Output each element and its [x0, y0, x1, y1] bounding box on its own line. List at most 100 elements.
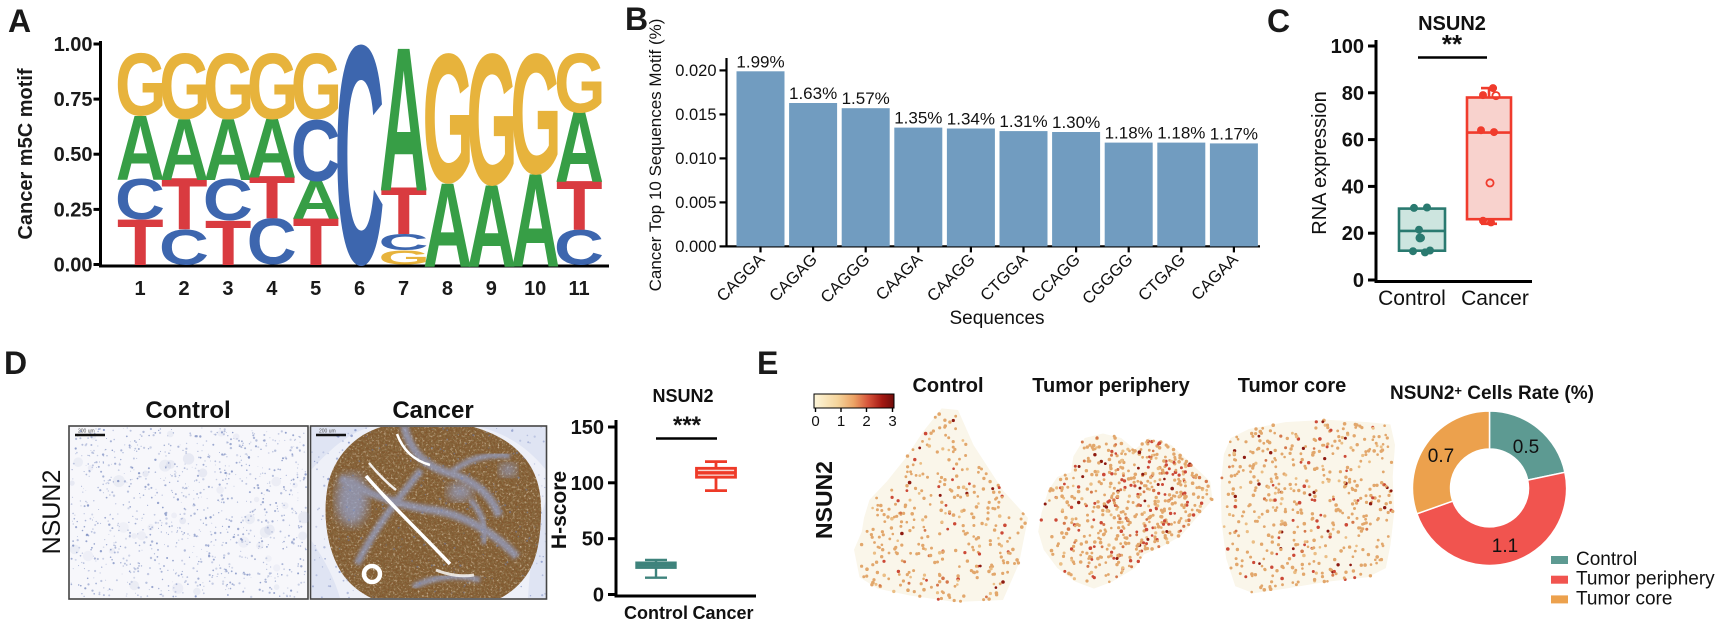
svg-text:T: T — [380, 174, 427, 249]
svg-text:0.010: 0.010 — [675, 150, 716, 168]
svg-text:T: T — [161, 163, 208, 246]
svg-text:RNA expression: RNA expression — [1309, 91, 1331, 234]
svg-text:G: G — [159, 35, 210, 139]
svg-text:C: C — [247, 206, 297, 279]
svg-text:3: 3 — [222, 278, 233, 300]
svg-text:3: 3 — [888, 413, 896, 430]
svg-text:Cancer m5C motif: Cancer m5C motif — [15, 68, 37, 239]
svg-text:G: G — [422, 17, 473, 222]
svg-text:A: A — [291, 170, 340, 232]
svg-text:0.75: 0.75 — [54, 89, 93, 111]
svg-text:0.000: 0.000 — [675, 238, 716, 256]
svg-text:1: 1 — [135, 278, 146, 300]
svg-text:7: 7 — [398, 278, 409, 300]
svg-text:Sequences: Sequences — [949, 308, 1044, 329]
svg-text:100: 100 — [1331, 36, 1364, 58]
svg-text:1.34%: 1.34% — [947, 110, 995, 129]
svg-text:0: 0 — [1353, 270, 1364, 292]
svg-text:**: ** — [1442, 29, 1463, 59]
svg-text:0: 0 — [811, 413, 819, 430]
svg-text:A: A — [116, 97, 165, 201]
svg-text:A: A — [379, 5, 428, 235]
svg-text:CTGGA: CTGGA — [977, 251, 1031, 305]
svg-text:NSUN2+ Cells Rate (%): NSUN2+ Cells Rate (%) — [1390, 383, 1594, 404]
svg-text:A: A — [555, 92, 604, 205]
svg-text:0.005: 0.005 — [675, 194, 716, 212]
svg-text:80: 80 — [1342, 83, 1364, 105]
svg-text:0.25: 0.25 — [54, 199, 93, 221]
svg-text:5: 5 — [310, 278, 321, 300]
svg-text:Cancer: Cancer — [1461, 287, 1529, 310]
svg-text:150: 150 — [571, 417, 604, 439]
svg-text:0.015: 0.015 — [675, 106, 716, 124]
svg-text:0.7: 0.7 — [1428, 446, 1454, 467]
svg-text:CAAGA: CAAGA — [873, 251, 927, 305]
svg-text:1.18%: 1.18% — [1157, 124, 1205, 143]
svg-text:C: C — [554, 219, 604, 275]
svg-text:C: C — [159, 219, 209, 275]
svg-text:G: G — [115, 35, 166, 135]
svg-text:1.30%: 1.30% — [1052, 113, 1100, 132]
svg-text:T: T — [205, 206, 252, 278]
svg-text:CTGAG: CTGAG — [1135, 251, 1189, 305]
svg-text:C: C — [115, 166, 165, 231]
svg-text:1.35%: 1.35% — [894, 109, 942, 128]
svg-text:11: 11 — [569, 278, 590, 300]
svg-text:NSUN2: NSUN2 — [652, 386, 713, 406]
svg-text:A: A — [8, 3, 31, 39]
svg-text:60: 60 — [1342, 130, 1364, 152]
svg-text:8: 8 — [442, 278, 453, 300]
svg-text:CAGGG: CAGGG — [817, 251, 873, 307]
svg-text:1.31%: 1.31% — [999, 112, 1047, 131]
svg-text:2: 2 — [178, 278, 189, 300]
svg-text:A: A — [160, 100, 209, 199]
svg-text:1.18%: 1.18% — [1105, 124, 1153, 143]
svg-text:CAGAG: CAGAG — [766, 251, 821, 306]
svg-text:B: B — [625, 1, 648, 37]
svg-text:0.00: 0.00 — [54, 255, 93, 277]
svg-text:C: C — [378, 229, 428, 255]
svg-text:1.57%: 1.57% — [842, 89, 890, 108]
svg-text:Tumor periphery: Tumor periphery — [1576, 569, 1715, 590]
svg-text:200 um: 200 um — [78, 429, 95, 435]
svg-text:200 um: 200 um — [319, 429, 336, 435]
svg-text:C: C — [291, 101, 341, 199]
svg-text:C: C — [203, 167, 253, 233]
svg-text:NSUN2: NSUN2 — [38, 470, 66, 555]
svg-text:A: A — [511, 145, 560, 295]
svg-text:1.99%: 1.99% — [736, 52, 784, 71]
svg-text:1.63%: 1.63% — [789, 84, 837, 103]
svg-text:40: 40 — [1342, 176, 1364, 198]
svg-text:T: T — [117, 206, 164, 280]
svg-text:A: A — [247, 101, 296, 196]
svg-text:Tumor core: Tumor core — [1238, 375, 1347, 397]
svg-text:0: 0 — [593, 585, 604, 607]
svg-text:2: 2 — [862, 413, 870, 430]
svg-text:C: C — [335, 0, 385, 329]
svg-text:Tumor periphery: Tumor periphery — [1032, 375, 1190, 397]
svg-text:CAGAA: CAGAA — [1188, 251, 1242, 305]
svg-text:G: G — [554, 36, 605, 131]
svg-text:0.020: 0.020 — [675, 62, 716, 80]
svg-text:9: 9 — [486, 278, 497, 300]
svg-text:NSUN2: NSUN2 — [1418, 13, 1486, 35]
svg-text:T: T — [249, 163, 296, 232]
svg-text:0.5: 0.5 — [1513, 437, 1539, 458]
svg-text:G: G — [466, 15, 517, 224]
svg-text:A: A — [467, 161, 516, 292]
svg-text:NSUN2: NSUN2 — [811, 461, 837, 539]
svg-text:T: T — [293, 205, 340, 280]
svg-text:Control: Control — [1378, 287, 1446, 310]
svg-text:Control: Control — [145, 397, 230, 424]
svg-text:4: 4 — [266, 278, 278, 300]
svg-text:G: G — [379, 247, 430, 269]
svg-text:Cancer: Cancer — [692, 603, 753, 623]
svg-text:***: *** — [673, 412, 702, 439]
svg-text:1: 1 — [837, 413, 845, 430]
svg-text:Control: Control — [912, 375, 983, 397]
svg-text:A: A — [423, 157, 472, 293]
svg-text:A: A — [204, 100, 253, 199]
svg-text:0.50: 0.50 — [54, 144, 93, 166]
svg-text:CCAGG: CCAGG — [1028, 251, 1084, 307]
svg-text:D: D — [4, 345, 27, 381]
